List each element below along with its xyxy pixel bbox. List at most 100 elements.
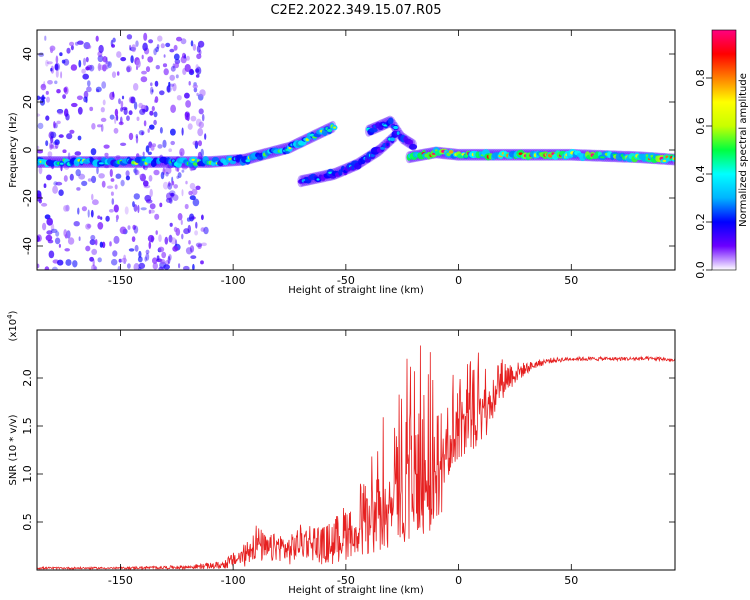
heatmap-cell <box>144 256 147 262</box>
heatmap-cell <box>51 266 58 270</box>
heatmap-cell <box>169 190 176 197</box>
heatmap-cell <box>81 180 88 187</box>
heatmap-cell <box>157 35 163 42</box>
heatmap-cell <box>94 239 98 246</box>
heatmap-cell <box>64 234 68 239</box>
heatmap-cell <box>45 59 49 67</box>
heatmap-cell <box>149 86 154 95</box>
heatmap-cell <box>125 175 130 181</box>
heatmap-cell <box>115 214 119 220</box>
x-tick-label: -50 <box>337 574 355 587</box>
heatmap-cell <box>148 39 154 44</box>
heatmap-cell <box>145 249 150 255</box>
heatmap-cell <box>185 180 188 185</box>
heatmap-cell <box>101 180 106 188</box>
heatmap-cell <box>189 68 194 74</box>
heatmap-cell <box>120 100 124 109</box>
heatmap-cell <box>141 131 144 136</box>
heatmap-cell <box>119 226 127 235</box>
heatmap-cell <box>195 68 200 73</box>
heatmap-cell <box>102 56 108 63</box>
heatmap-cell <box>390 137 395 142</box>
heatmap-cell <box>85 56 89 63</box>
heatmap-cell <box>60 162 64 165</box>
heatmap-cell <box>49 142 53 150</box>
heatmap-cell <box>95 35 99 42</box>
heatmap-cell <box>92 258 95 267</box>
colorbar-ticks: 0.0 0.2 0.4 0.6 0.8 <box>694 69 712 279</box>
heatmap-cell <box>100 216 103 220</box>
heatmap-cell <box>38 52 45 57</box>
heatmap-cell <box>130 96 136 104</box>
heatmap-cell <box>90 148 97 156</box>
heatmap-cell <box>55 181 63 186</box>
heatmap-cell <box>194 140 199 149</box>
heatmap-cell <box>145 253 150 261</box>
heatmap-cell <box>90 234 96 241</box>
heatmap-cell <box>46 96 50 103</box>
heatmap-cell <box>103 144 110 149</box>
heatmap-cell <box>50 223 55 232</box>
heatmap-cell <box>39 96 46 100</box>
heatmap-cell <box>101 81 107 89</box>
heatmap-cell <box>50 65 55 74</box>
heatmap-cell <box>57 259 64 266</box>
heatmap-cell <box>189 245 195 253</box>
heatmap-cell <box>154 96 159 103</box>
snr-x-ticks: -150 -100 -50 0 50 <box>108 330 578 587</box>
heatmap-cell <box>133 263 140 270</box>
heatmap-cell <box>120 257 128 263</box>
heatmap-cell <box>201 214 204 221</box>
heatmap-cell <box>156 44 160 49</box>
heatmap-cell <box>191 188 198 196</box>
heatmap-cell <box>181 189 184 197</box>
heatmap-cell <box>158 246 165 253</box>
heatmap-cell <box>197 243 202 249</box>
heatmap-cell <box>56 109 64 114</box>
spectrogram-x-ticks: -150 -100 -50 0 50 <box>108 30 578 287</box>
heatmap-cell <box>159 127 163 134</box>
heatmap-cell <box>145 66 151 73</box>
y-tick-label: -40 <box>21 237 34 255</box>
heatmap-cell <box>121 95 125 100</box>
heatmap-cell <box>142 151 145 157</box>
heatmap-cell <box>110 178 115 182</box>
heatmap-cell <box>191 158 195 162</box>
heatmap-cell <box>166 85 171 93</box>
heatmap-cell <box>44 35 47 41</box>
heatmap-cell <box>142 165 146 170</box>
heatmap-cell <box>120 57 127 62</box>
heatmap-cell <box>180 38 187 45</box>
heatmap-cell <box>133 225 139 234</box>
heatmap-cell <box>387 117 394 125</box>
heatmap-cell <box>134 169 140 175</box>
heatmap-cell <box>50 131 57 139</box>
heatmap-cell <box>104 165 109 169</box>
snr-y-multiplier: (x104) <box>6 310 19 341</box>
snr-series-line <box>37 345 675 570</box>
heatmap-cell <box>369 127 378 133</box>
heatmap-cell <box>38 198 42 204</box>
heatmap-cell <box>131 44 137 53</box>
heatmap-cell <box>53 121 56 129</box>
heatmap-cell <box>100 117 107 122</box>
heatmap-cell <box>288 146 292 150</box>
heatmap-cell <box>109 114 115 120</box>
heatmap-cell <box>173 44 178 51</box>
heatmap-cell <box>86 44 92 49</box>
heatmap-cell <box>194 230 199 236</box>
heatmap-cell <box>175 74 179 79</box>
heatmap-cell <box>114 116 117 124</box>
heatmap-cell <box>46 61 53 65</box>
heatmap-cell <box>172 245 179 252</box>
heatmap-cell <box>78 236 81 241</box>
heatmap-cell <box>127 225 131 230</box>
heatmap-cell <box>149 110 154 116</box>
heatmap-cell <box>141 158 146 162</box>
heatmap-cell <box>195 74 200 78</box>
heatmap-cell <box>97 124 102 128</box>
heatmap-cell <box>182 52 186 59</box>
heatmap-cell <box>66 47 71 54</box>
heatmap-cell <box>46 174 52 181</box>
colorbar-label: Normalized spectral amplitude <box>738 73 749 227</box>
